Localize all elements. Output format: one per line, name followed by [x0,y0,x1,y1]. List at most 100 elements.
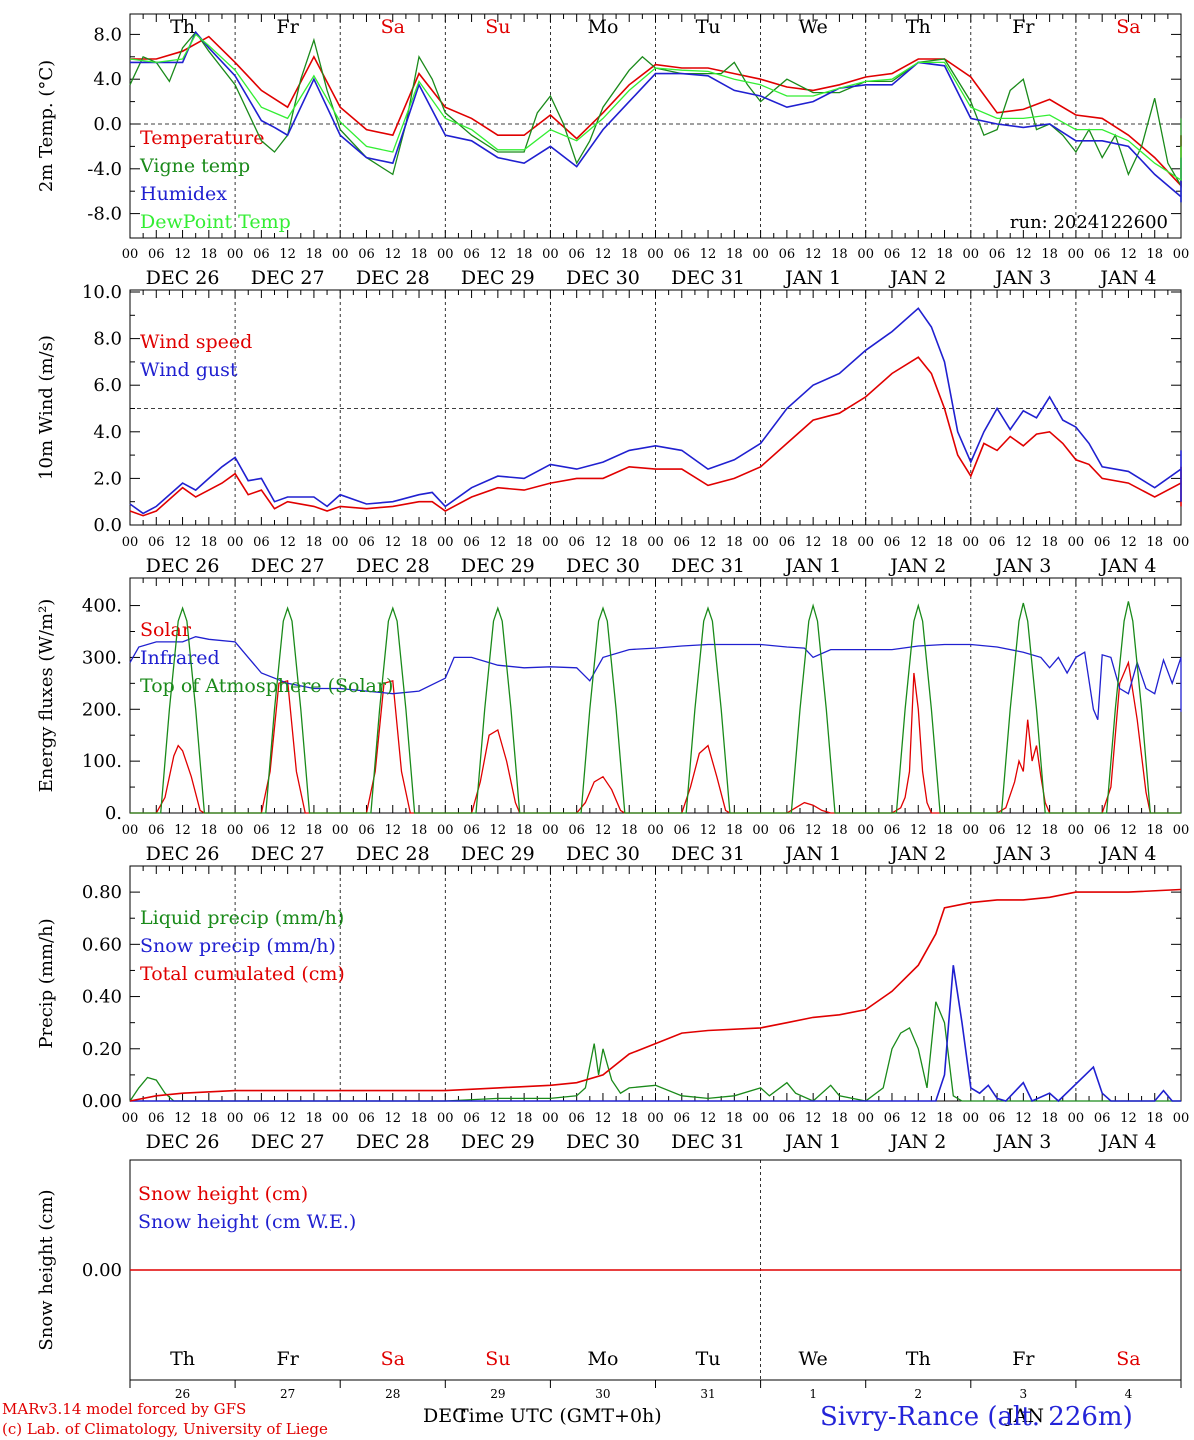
hour-tick-label-temperature: 06 [779,247,796,262]
legend-entry-energy-1: Infrared [140,647,220,669]
hour-tick-label-temperature: 06 [884,247,901,262]
hour-tick-label-wind: 00 [122,535,139,550]
hour-tick-label-energy: 00 [1173,823,1190,838]
hour-tick-label-temperature: 00 [542,247,559,262]
day-label-energy-5: DEC 31 [671,843,745,865]
day-label-energy-6: JAN 1 [783,843,841,865]
legend-entry-temperature-0: Temperature [140,127,264,149]
hour-tick-label-precip: 12 [700,1111,717,1126]
hour-tick-label-wind: 00 [437,535,454,550]
weekday-label-temperature-1: Fr [277,16,300,38]
hour-tick-label-temperature: 12 [595,247,612,262]
hour-tick-label-energy: 00 [437,823,454,838]
hour-tick-label-temperature: 06 [148,247,165,262]
hour-tick-label-wind: 06 [148,535,165,550]
hour-tick-label-precip: 00 [963,1111,980,1126]
hour-tick-label-wind: 12 [595,535,612,550]
hour-tick-label-wind: 06 [989,535,1006,550]
weekday-label-snow-9: Sa [1116,1348,1140,1370]
y-tick-label-temperature: 8.0 [93,24,122,45]
hour-tick-label-precip: 12 [1120,1111,1137,1126]
weekday-label-temperature-8: Fr [1012,16,1035,38]
hour-tick-label-temperature: 00 [752,247,769,262]
y-tick-label-wind: 4.0 [93,422,122,443]
day-label-temperature-4: DEC 30 [566,267,640,289]
hour-tick-label-wind: 12 [384,535,401,550]
day-label-energy-4: DEC 30 [566,843,640,865]
series-line-precip-0 [129,1001,1181,1102]
hour-tick-label-wind: 12 [1120,535,1137,550]
day-label-wind-2: DEC 28 [356,555,430,577]
day-label-temperature-6: JAN 1 [783,267,841,289]
hour-tick-label-wind: 18 [516,535,533,550]
hour-tick-label-temperature: 12 [174,247,191,262]
hour-tick-label-wind: 00 [1068,535,1085,550]
y-axis-label-snow: Snow height (cm) [36,1189,57,1350]
hour-tick-label-energy: 06 [884,823,901,838]
day-label-wind-7: JAN 2 [888,555,946,577]
y-tick-label-energy: 200. [82,699,122,720]
hour-tick-label-temperature: 06 [674,247,691,262]
series-line-wind-0 [129,356,1182,517]
hour-tick-label-energy: 12 [174,823,191,838]
weekday-label-snow-0: Th [170,1348,195,1370]
y-tick-label-energy: 100. [82,751,122,772]
hour-tick-label-wind: 12 [700,535,717,550]
day-label-energy-3: DEC 29 [461,843,535,865]
hour-tick-label-temperature: 18 [516,247,533,262]
day-number-label-9: 4 [1125,1387,1133,1401]
hour-tick-label-temperature: 00 [963,247,980,262]
hour-tick-label-temperature: 06 [989,247,1006,262]
panel-frame-temperature [129,13,1182,239]
hour-tick-label-temperature: 00 [437,247,454,262]
y-tick-label-precip: 0.80 [82,882,122,903]
day-label-precip-2: DEC 28 [356,1131,430,1153]
hour-tick-label-precip: 00 [1068,1111,1085,1126]
hour-tick-label-energy: 18 [306,823,323,838]
hour-tick-label-energy: 00 [332,823,349,838]
x-axis-month-right: JAN [1006,1405,1044,1427]
day-label-energy-7: JAN 2 [888,843,946,865]
hour-tick-label-temperature: 00 [1068,247,1085,262]
hour-tick-label-temperature: 00 [227,247,244,262]
hour-tick-label-precip: 00 [227,1111,244,1126]
series-line-energy-2 [130,601,1181,814]
y-axis-label-energy: Energy fluxes (W/m²) [36,599,57,793]
hour-tick-label-energy: 18 [1146,823,1163,838]
y-tick-label-energy: 400. [82,596,122,617]
hour-tick-label-energy: 12 [805,823,822,838]
x-axis-month-left: DEC [423,1405,467,1427]
day-label-temperature-1: DEC 27 [251,267,325,289]
hour-tick-label-wind: 06 [779,535,796,550]
hour-tick-label-precip: 18 [516,1111,533,1126]
hour-tick-label-precip: 18 [306,1111,323,1126]
hour-tick-label-wind: 12 [279,535,296,550]
hour-tick-label-precip: 06 [779,1111,796,1126]
hour-tick-label-precip: 06 [568,1111,585,1126]
day-label-precip-9: JAN 4 [1098,1131,1156,1153]
hour-tick-label-precip: 00 [647,1111,664,1126]
hour-tick-label-precip: 00 [332,1111,349,1126]
weekday-label-temperature-2: Sa [381,16,405,38]
hour-tick-label-temperature: 18 [621,247,638,262]
hour-tick-label-energy: 06 [253,823,270,838]
y-tick-label-precip: 0.00 [82,1091,122,1112]
legend-entry-precip-2: Total cumulated (cm) [140,963,345,985]
hour-tick-label-temperature: 12 [1120,247,1137,262]
legend-entry-precip-0: Liquid precip (mm/h) [140,907,344,929]
hour-tick-label-precip: 12 [595,1111,612,1126]
day-label-temperature-8: JAN 3 [993,267,1051,289]
hour-tick-label-wind: 06 [463,535,480,550]
day-number-label-7: 2 [914,1387,922,1401]
series-line-precip-1 [130,965,1181,1103]
hour-tick-label-wind: 06 [884,535,901,550]
y-tick-label-wind: 0.0 [93,515,122,536]
hour-tick-label-temperature: 18 [201,247,218,262]
hour-tick-label-precip: 12 [174,1111,191,1126]
day-label-temperature-2: DEC 28 [356,267,430,289]
hour-tick-label-wind: 18 [1041,535,1058,550]
hour-tick-label-energy: 18 [1041,823,1058,838]
y-tick-label-temperature: 0.0 [93,114,122,135]
day-label-temperature-9: JAN 4 [1098,267,1156,289]
